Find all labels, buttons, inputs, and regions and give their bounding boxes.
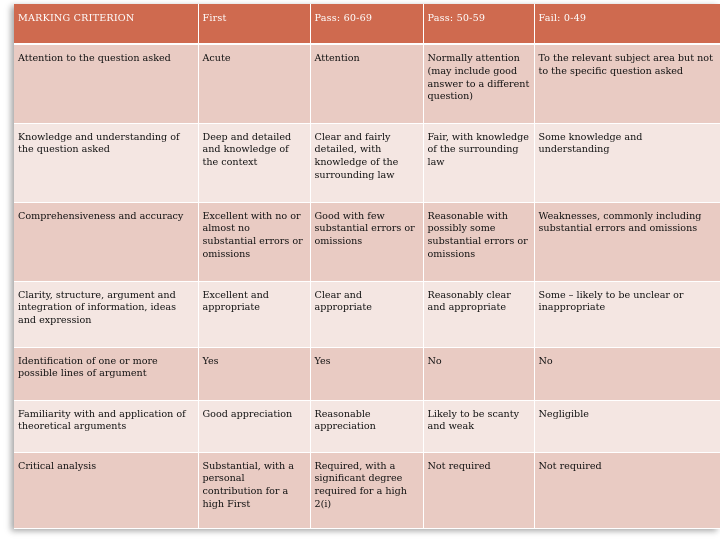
header-first: First bbox=[198, 4, 311, 45]
first-cell: Good appreciation bbox=[198, 400, 311, 453]
first-cell: Substantial, with a personal contributio… bbox=[198, 452, 311, 529]
criterion-cell: Attention to the question asked bbox=[14, 44, 199, 124]
pass-50-59-cell: Reasonable with possibly some substantia… bbox=[423, 202, 535, 282]
fail-0-49-cell: Weaknesses, commonly including substanti… bbox=[534, 202, 720, 282]
criterion-cell: Clarity, structure, argument and integra… bbox=[14, 281, 199, 348]
fail-0-49-cell: To the relevant subject area but not to … bbox=[534, 44, 720, 124]
first-cell: Yes bbox=[198, 347, 311, 401]
first-cell: Excellent with no or almost no substanti… bbox=[198, 202, 311, 282]
first-cell: Excellent and appropriate bbox=[198, 281, 311, 348]
pass-50-59-cell: Not required bbox=[423, 452, 535, 529]
fail-0-49-cell: Negligible bbox=[534, 400, 720, 453]
marking-criteria-table-frame: MARKING CRITERION First Pass: 60-69 Pass… bbox=[14, 4, 720, 529]
criterion-cell: Critical analysis bbox=[14, 452, 199, 529]
header-row: MARKING CRITERION First Pass: 60-69 Pass… bbox=[14, 4, 720, 45]
table-row: Knowledge and understanding of the quest… bbox=[14, 123, 720, 203]
table-body: Attention to the question asked Acute At… bbox=[14, 44, 720, 529]
first-cell: Acute bbox=[198, 44, 311, 124]
header-fail-0-49: Fail: 0-49 bbox=[534, 4, 720, 45]
table-row: Identification of one or more possible l… bbox=[14, 347, 720, 401]
pass-50-59-cell: Fair, with knowledge of the surrounding … bbox=[423, 123, 535, 203]
fail-0-49-cell: No bbox=[534, 347, 720, 401]
header-pass-50-59: Pass: 50-59 bbox=[423, 4, 535, 45]
pass-60-69-cell: Reasonable appreciation bbox=[310, 400, 424, 453]
first-cell: Deep and detailed and knowledge of the c… bbox=[198, 123, 311, 203]
table-row: Attention to the question asked Acute At… bbox=[14, 44, 720, 124]
pass-60-69-cell: Clear and appropriate bbox=[310, 281, 424, 348]
pass-50-59-cell: No bbox=[423, 347, 535, 401]
criterion-cell: Identification of one or more possible l… bbox=[14, 347, 199, 401]
marking-criteria-table: MARKING CRITERION First Pass: 60-69 Pass… bbox=[14, 4, 720, 529]
fail-0-49-cell: Some knowledge and understanding bbox=[534, 123, 720, 203]
table-row: Critical analysis Substantial, with a pe… bbox=[14, 452, 720, 529]
header-pass-60-69: Pass: 60-69 bbox=[310, 4, 424, 45]
pass-60-69-cell: Good with few substantial errors or omis… bbox=[310, 202, 424, 282]
fail-0-49-cell: Some – likely to be unclear or inappropr… bbox=[534, 281, 720, 348]
criterion-cell: Comprehensiveness and accuracy bbox=[14, 202, 199, 282]
pass-60-69-cell: Yes bbox=[310, 347, 424, 401]
pass-50-59-cell: Likely to be scanty and weak bbox=[423, 400, 535, 453]
pass-50-59-cell: Normally attention (may include good ans… bbox=[423, 44, 535, 124]
criterion-cell: Familiarity with and application of theo… bbox=[14, 400, 199, 453]
table-header: MARKING CRITERION First Pass: 60-69 Pass… bbox=[14, 4, 720, 45]
fail-0-49-cell: Not required bbox=[534, 452, 720, 529]
pass-60-69-cell: Required, with a significant degree requ… bbox=[310, 452, 424, 529]
pass-50-59-cell: Reasonably clear and appropriate bbox=[423, 281, 535, 348]
table-row: Clarity, structure, argument and integra… bbox=[14, 281, 720, 348]
criterion-cell: Knowledge and understanding of the quest… bbox=[14, 123, 199, 203]
table-row: Comprehensiveness and accuracy Excellent… bbox=[14, 202, 720, 282]
header-marking-criterion: MARKING CRITERION bbox=[14, 4, 199, 45]
pass-60-69-cell: Attention bbox=[310, 44, 424, 124]
pass-60-69-cell: Clear and fairly detailed, with knowledg… bbox=[310, 123, 424, 203]
table-row: Familiarity with and application of theo… bbox=[14, 400, 720, 453]
